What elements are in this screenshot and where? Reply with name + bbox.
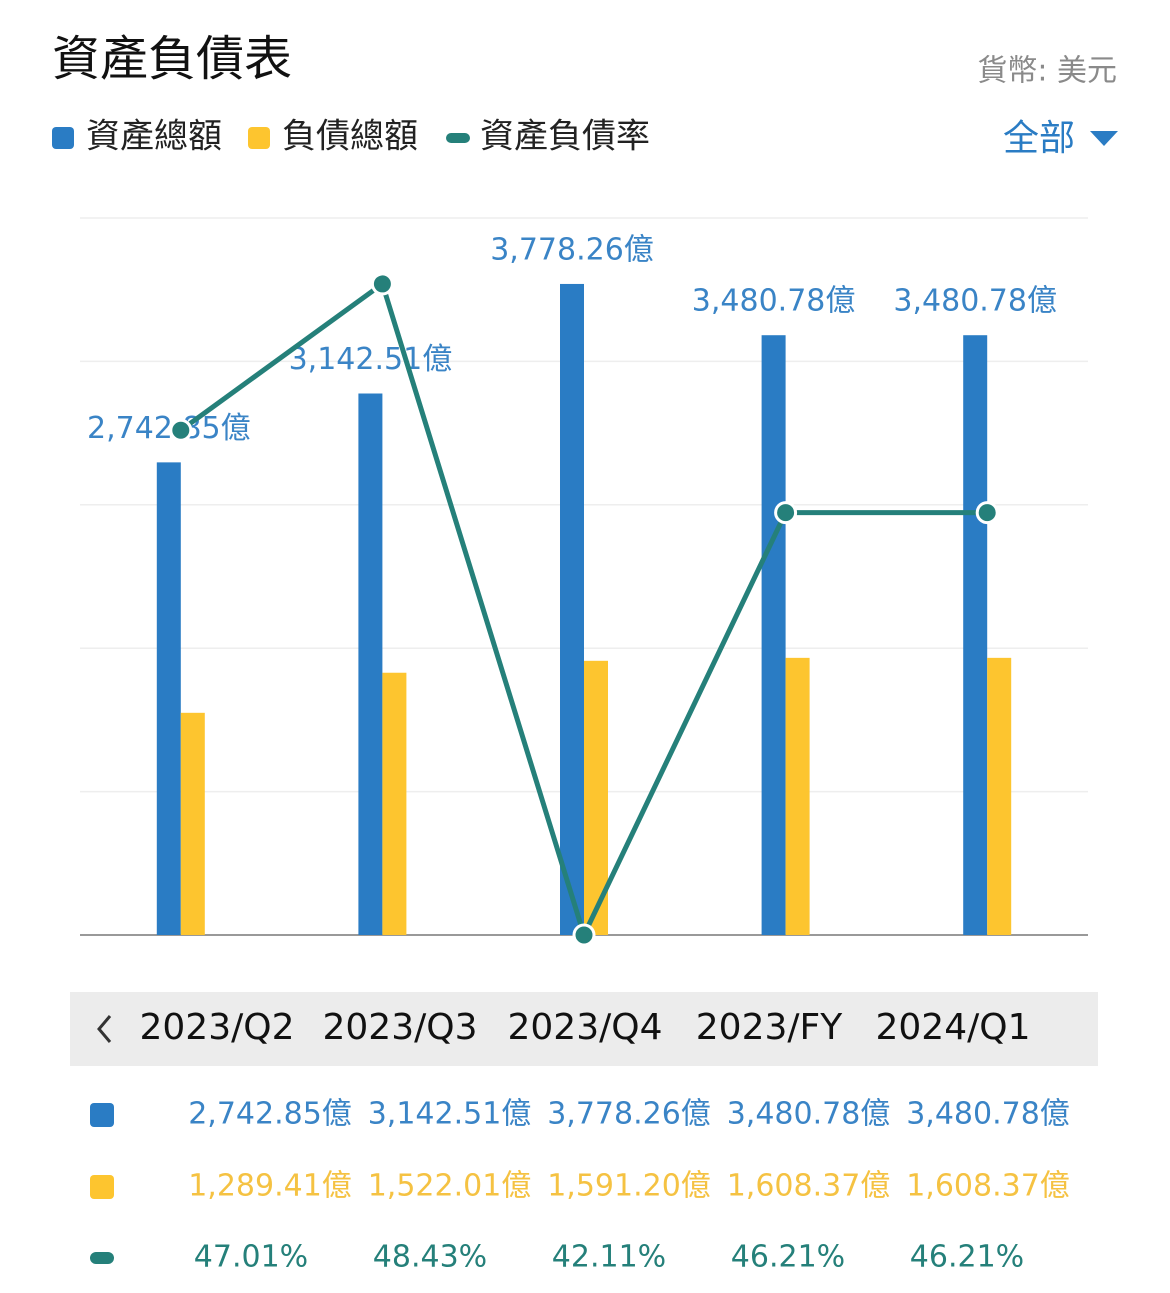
table-value: 1,522.01億 — [368, 1169, 532, 1204]
period-label: 2023/Q4 — [508, 1007, 663, 1048]
legend-label: 資產負債率 — [480, 117, 650, 157]
currency: 貨幣: 美元 — [977, 54, 1117, 89]
bar-label: 3,778.26億 — [490, 232, 654, 267]
row-icon — [90, 1103, 114, 1127]
ratio-point — [169, 418, 193, 442]
table-value: 47.01% — [194, 1240, 308, 1275]
row-icon — [90, 1175, 114, 1199]
bar — [382, 672, 407, 935]
legend-label: 負債總額 — [282, 117, 418, 157]
table-value: 46.21% — [731, 1240, 845, 1275]
table-value: 3,778.26億 — [547, 1097, 711, 1132]
dropdown-arrow[interactable] — [1090, 131, 1118, 146]
prev-button[interactable] — [97, 1015, 112, 1043]
table-value: 3,142.51億 — [368, 1097, 532, 1132]
bar — [761, 335, 786, 935]
bar — [785, 657, 810, 935]
period-label: 2023/FY — [696, 1007, 843, 1048]
table-value: 2,742.85億 — [188, 1097, 352, 1132]
legend-swatch — [446, 133, 470, 143]
table-value: 42.11% — [552, 1240, 666, 1275]
table-value: 1,289.41億 — [188, 1169, 352, 1204]
ratio-point — [572, 923, 596, 947]
ratio-point — [975, 501, 999, 525]
bar — [156, 462, 181, 935]
ratio-point — [370, 272, 394, 296]
bar — [358, 393, 383, 935]
bar — [963, 335, 988, 935]
period-label: 2023/Q3 — [323, 1007, 478, 1048]
period-header — [70, 992, 1098, 1066]
title: 資產負債表 — [52, 31, 292, 87]
bar-label: 3,480.78億 — [893, 284, 1057, 319]
table-value: 46.21% — [910, 1240, 1024, 1275]
filter[interactable]: 全部 — [1003, 118, 1075, 159]
bar-label: 2,742.85億 — [87, 411, 251, 446]
legend-label: 資產總額 — [86, 117, 222, 157]
table-value: 3,480.78億 — [906, 1097, 1070, 1132]
legend-swatch — [248, 127, 270, 149]
row-icon — [90, 1252, 114, 1264]
table-value: 3,480.78億 — [727, 1097, 891, 1132]
table-value: 1,608.37億 — [727, 1169, 891, 1204]
bar — [560, 283, 584, 935]
bar-label: 3,142.51億 — [289, 342, 453, 377]
period-label: 2024/Q1 — [876, 1007, 1031, 1048]
table-value: 1,608.37億 — [906, 1169, 1070, 1204]
table-value: 48.43% — [373, 1240, 487, 1275]
period-label: 2023/Q2 — [140, 1007, 295, 1048]
bar-label: 3,480.78億 — [692, 284, 856, 319]
table-value: 1,591.20億 — [547, 1169, 711, 1204]
ratio-point — [774, 501, 798, 525]
bar — [180, 712, 205, 935]
legend-swatch — [52, 127, 74, 149]
bar — [987, 657, 1012, 935]
